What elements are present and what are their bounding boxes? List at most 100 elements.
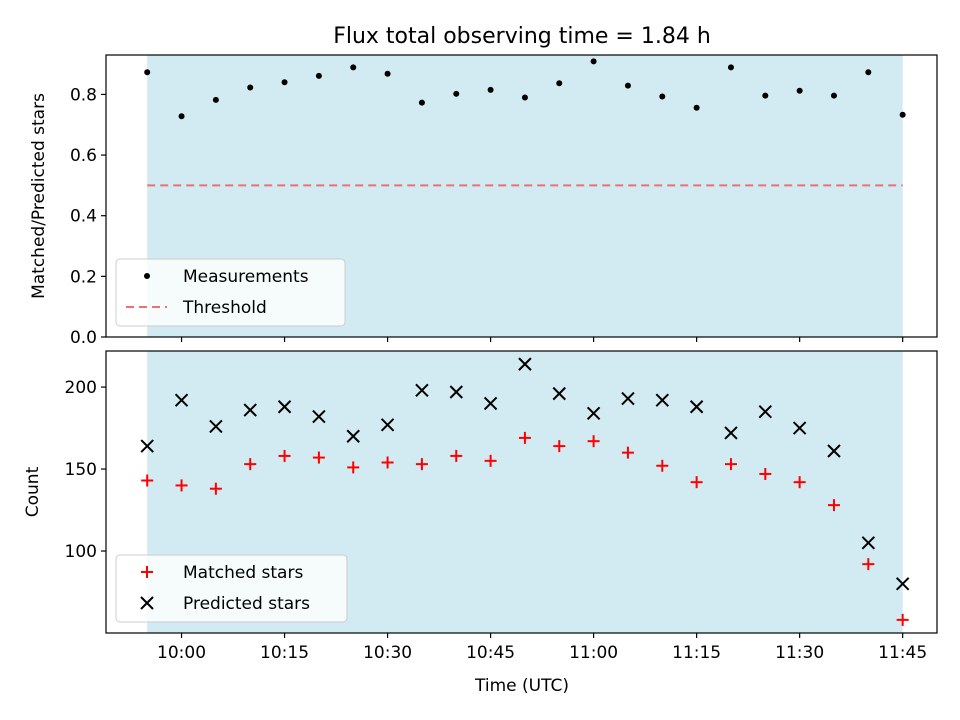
y-tick-label: 0.0 (70, 328, 97, 348)
count-panel: 100 150 200 10:00 10:15 10:30 10:45 11:00 11:15… (23, 350, 938, 696)
predicted-star-point (655, 393, 669, 407)
predicted-star-point (689, 400, 704, 414)
predicted-star-point (895, 577, 910, 591)
predicted-star-point (758, 404, 773, 419)
predicted-star-point (277, 400, 292, 414)
measurement-point (693, 104, 700, 111)
predicted-star-point (380, 418, 395, 432)
legend-label: Predicted stars (183, 594, 310, 614)
x-tick-label: 10:00 (157, 643, 206, 663)
predicted-star-point (174, 393, 189, 407)
matched-star-point (587, 435, 600, 448)
measurement-point (659, 93, 666, 100)
measurement-point (590, 58, 597, 65)
x-stroke (586, 406, 601, 421)
matched-star-point (553, 440, 566, 453)
legend-label: Measurements (183, 267, 309, 287)
matched-star-point (656, 459, 669, 472)
x-tick-label: 11:15 (672, 643, 721, 663)
legend-marker (140, 596, 154, 610)
predicted-star-point (209, 419, 223, 434)
predicted-star-point (346, 429, 360, 443)
measurement-points (144, 58, 906, 120)
x-stroke (140, 596, 154, 610)
x-stroke (724, 426, 738, 440)
matched-star-point (244, 458, 257, 471)
matched-star-point (759, 467, 772, 480)
x-tick-label: 10:15 (260, 643, 309, 663)
x-stroke (655, 393, 669, 407)
measurement-point (384, 70, 391, 77)
y-tick-label: 100 (65, 542, 97, 562)
matched-star-point (793, 476, 806, 489)
x-stroke (827, 444, 841, 458)
legend-marker (141, 566, 153, 578)
matched-star-point (312, 451, 325, 464)
ratio-panel: 0.00.20.40.60.8 Matched/Predicted stars … (29, 54, 938, 348)
matched-star-point (484, 454, 497, 467)
matched-star-point (621, 446, 634, 459)
measurement-point (453, 90, 460, 97)
matched-star-point (209, 482, 222, 495)
x-stroke (277, 400, 292, 414)
predicted-star-point (621, 391, 635, 406)
x-tick-label: 11:30 (775, 643, 824, 663)
measurement-point (899, 111, 906, 118)
matched-star-point (724, 458, 737, 471)
x-tick-label: 10:45 (466, 643, 515, 663)
y-tick-label: 150 (65, 460, 97, 480)
matched-star-point (896, 613, 909, 626)
measurement-point (556, 80, 563, 87)
count-points (140, 357, 910, 626)
measurement-point (762, 92, 769, 99)
predicted-star-point (586, 406, 601, 421)
measurement-point (178, 113, 185, 120)
x-stroke (861, 536, 876, 550)
y-tick-label: 0.4 (70, 207, 97, 227)
count-y-ticks: 100 150 200 (65, 378, 106, 562)
predicted-star-point (827, 444, 841, 458)
matched-star-point (450, 449, 463, 462)
predicted-star-point (415, 383, 429, 398)
y-tick-label: 200 (65, 378, 97, 398)
x-stroke (483, 396, 498, 411)
measurement-point (865, 69, 872, 76)
measurement-point (247, 84, 254, 91)
ratio-legend: Measurements Threshold (115, 258, 346, 327)
matched-star-point (278, 449, 291, 462)
x-stroke (209, 419, 223, 434)
x-stroke (621, 391, 635, 406)
matched-star-point (690, 476, 703, 489)
y-tick-label: 0.2 (70, 267, 97, 287)
matched-star-point (518, 431, 531, 444)
y-tick-label: 0.6 (70, 146, 97, 166)
measurement-point (727, 64, 734, 71)
matched-star-point (141, 474, 154, 487)
measurement-point (350, 64, 357, 71)
x-tick-label: 10:30 (363, 643, 412, 663)
y-tick-label: 0.8 (70, 85, 97, 105)
x-stroke (243, 403, 257, 417)
x-stroke (689, 400, 704, 414)
measurement-point (830, 92, 837, 99)
measurement-point (144, 69, 151, 76)
x-stroke (895, 577, 910, 591)
measurement-point (418, 99, 425, 106)
ratio-y-axis-label: Matched/Predicted stars (29, 93, 49, 299)
measurement-point (624, 82, 631, 89)
predicted-star-point (312, 409, 326, 424)
ratio-axes-frame (105, 54, 938, 338)
time-axis-label: Time (UTC) (474, 676, 569, 696)
matched-star-point (415, 458, 428, 471)
x-stroke (346, 429, 360, 443)
count-legend: Matched stars Predicted stars (115, 554, 348, 623)
x-stroke (380, 418, 395, 432)
legend-marker (144, 273, 150, 279)
x-stroke (758, 404, 773, 419)
x-stroke (312, 409, 326, 424)
chart-title: Flux total observing time = 1.84 h (333, 24, 711, 49)
predicted-star-point (861, 536, 876, 550)
predicted-star-point (449, 385, 463, 399)
matched-star-point (862, 558, 875, 571)
count-y-axis-label: Count (23, 466, 43, 517)
